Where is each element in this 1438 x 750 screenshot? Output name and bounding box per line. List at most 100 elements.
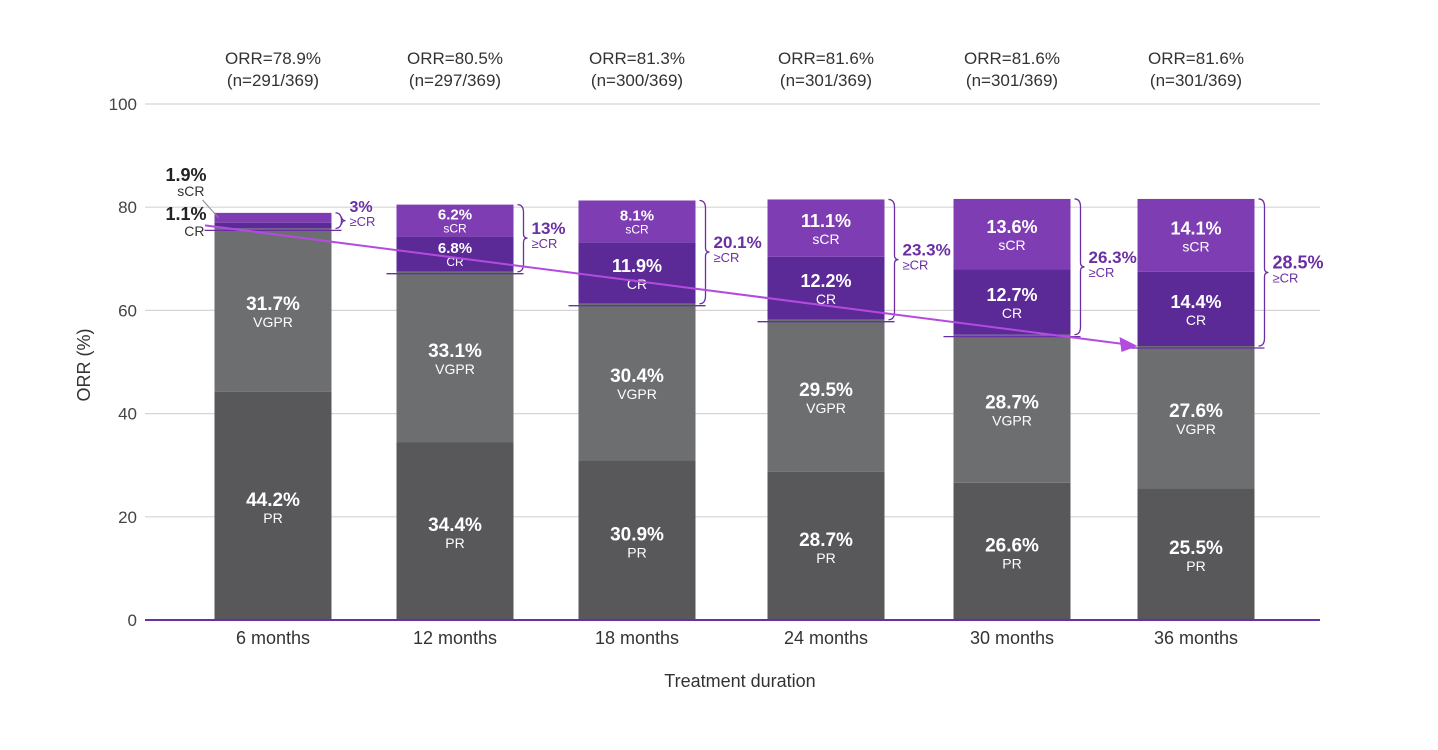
data-label-vgpr: 28.7% xyxy=(985,393,1039,414)
segment-name-scr: sCR xyxy=(998,237,1025,253)
y-tick-label: 100 xyxy=(109,95,137,114)
y-tick-label: 40 xyxy=(118,405,137,424)
x-tick-label: 6 months xyxy=(236,628,310,648)
orr-label: ORR=81.6% xyxy=(1148,49,1244,68)
leader-line xyxy=(202,199,219,219)
bar-segment-cr xyxy=(1137,271,1255,347)
bar-segment-pr xyxy=(1137,488,1255,620)
data-label-vgpr: 29.5% xyxy=(799,380,853,401)
data-label-scr: 6.2% xyxy=(438,207,472,224)
segment-name-pr: PR xyxy=(816,550,835,566)
x-tick-label: 36 months xyxy=(1154,628,1238,648)
y-axis-title: ORR (%) xyxy=(74,329,94,402)
x-tick-label: 24 months xyxy=(784,628,868,648)
ge-cr-value: 26.3% xyxy=(1089,248,1137,267)
bar-segment-vgpr xyxy=(1137,346,1255,489)
ge-cr-value: 3% xyxy=(350,199,373,216)
bar-segment-vgpr xyxy=(578,303,696,461)
trend-arrow-head xyxy=(1119,337,1138,353)
data-label-cr: 12.7% xyxy=(986,285,1037,305)
data-label-pr: 34.4% xyxy=(428,515,482,536)
segment-name-pr: PR xyxy=(445,535,464,551)
segment-name-pr: PR xyxy=(627,544,646,560)
bar-segment-scr xyxy=(1137,198,1255,272)
grid-layer xyxy=(145,103,1320,518)
segment-name-vgpr: VGPR xyxy=(1176,421,1216,437)
data-label-scr: 14.1% xyxy=(1170,218,1221,238)
bar-segment-vgpr xyxy=(214,228,332,392)
segment-name-scr: sCR xyxy=(625,222,649,236)
orr-label: ORR=81.6% xyxy=(778,49,874,68)
ge-cr-bracket xyxy=(888,198,899,321)
x-tick-label: 18 months xyxy=(595,628,679,648)
orr-n-label: (n=301/369) xyxy=(780,71,872,90)
segment-name-cr: CR xyxy=(816,291,836,307)
segment-name-vgpr: VGPR xyxy=(435,361,475,377)
data-label-vgpr: 27.6% xyxy=(1169,401,1223,422)
orr-label: ORR=78.9% xyxy=(225,49,321,68)
ge-cr-bracket xyxy=(1074,198,1085,336)
bar-segment-scr xyxy=(953,198,1071,270)
ge-cr-label: ≥CR xyxy=(903,258,929,273)
data-label-cr: 11.9% xyxy=(612,256,662,276)
bar-segment-pr xyxy=(578,460,696,620)
bar-segment-scr xyxy=(214,212,332,223)
bar-segment-vgpr xyxy=(953,334,1071,483)
bar-segment-pr xyxy=(953,482,1071,620)
segment-name-cr: CR xyxy=(1002,305,1022,321)
bar-segment-pr xyxy=(767,471,885,620)
segment-name-pr: PR xyxy=(1002,555,1021,571)
y-tick-label: 0 xyxy=(128,611,137,630)
data-label-pr: 44.2% xyxy=(246,490,300,511)
bar-segment-vgpr xyxy=(767,319,885,472)
orr-label: ORR=81.6% xyxy=(964,49,1060,68)
bar-segment-vgpr xyxy=(396,271,514,443)
data-label-scr: 8.1% xyxy=(620,207,654,224)
data-label-vgpr: 31.7% xyxy=(246,294,300,315)
ge-cr-label: ≥CR xyxy=(350,214,376,229)
orr-label: ORR=81.3% xyxy=(589,49,685,68)
segment-name-pr: PR xyxy=(263,510,282,526)
ge-cr-bracket xyxy=(517,203,528,273)
ge-cr-value: 13% xyxy=(532,219,566,238)
data-label-cr: 14.4% xyxy=(1170,292,1221,312)
orr-n-label: (n=301/369) xyxy=(966,71,1058,90)
data-label-pr: 30.9% xyxy=(610,524,664,545)
segment-name-cr: CR xyxy=(1186,312,1206,328)
data-label-pr: 25.5% xyxy=(1169,538,1223,559)
segment-name-scr: sCR xyxy=(812,231,839,247)
trend-arrow-line xyxy=(204,224,1124,345)
ge-cr-bracket xyxy=(335,212,346,230)
ge-cr-label: ≥CR xyxy=(1273,270,1299,285)
bar-segment-scr xyxy=(396,204,514,237)
segment-name-scr: sCR xyxy=(177,183,204,199)
bar-segment-cr xyxy=(578,242,696,304)
x-tick-label: 12 months xyxy=(413,628,497,648)
data-label-pr: 26.6% xyxy=(985,535,1039,556)
ge-cr-bracket xyxy=(699,199,710,305)
x-axis-title: Treatment duration xyxy=(664,671,815,691)
segment-name-vgpr: VGPR xyxy=(617,386,657,402)
data-label-vgpr: 33.1% xyxy=(428,341,482,362)
data-label-scr: 13.6% xyxy=(986,217,1037,237)
data-label-scr: 11.1% xyxy=(801,211,851,231)
ge-cr-value: 28.5% xyxy=(1273,252,1324,272)
data-label-cr: 6.8% xyxy=(438,240,472,257)
data-label-cr: 1.1% xyxy=(165,204,206,224)
bar-layer: 44.2%PR31.7%VGPR34.4%PR33.1%VGPR6.8%CR6.… xyxy=(214,198,1255,620)
bar-segment-cr xyxy=(214,222,332,229)
segment-name-scr: sCR xyxy=(443,222,467,236)
data-label-vgpr: 30.4% xyxy=(610,366,664,387)
ge-cr-label: ≥CR xyxy=(1089,265,1115,280)
segment-name-vgpr: VGPR xyxy=(253,314,293,330)
segment-name-scr: sCR xyxy=(1182,238,1209,254)
y-tick-label: 20 xyxy=(118,508,137,527)
segment-name-pr: PR xyxy=(1186,558,1205,574)
bar-segment-cr xyxy=(396,236,514,272)
axis-layer: 0 20 40 60 80 100 6 months 12 months 18 months 24… xyxy=(109,95,1320,648)
x-tick-label: 30 months xyxy=(970,628,1054,648)
orr-n-label: (n=291/369) xyxy=(227,71,319,90)
annotation-layer: ORR=78.9%(n=291/369)1.1%CR1.9%sCR3%≥CROR… xyxy=(165,49,1324,353)
segment-name-vgpr: VGPR xyxy=(992,413,1032,429)
